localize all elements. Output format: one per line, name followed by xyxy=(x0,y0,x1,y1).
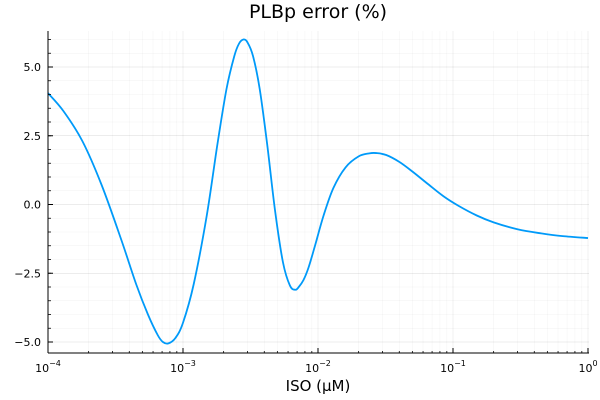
y-tick-label: 5.0 xyxy=(24,61,42,74)
data-series xyxy=(47,38,589,345)
y-tick-label: −2.5 xyxy=(14,267,41,280)
x-tick-label: 100 xyxy=(578,359,597,375)
y-tick-label: −5.0 xyxy=(14,336,41,349)
series-line xyxy=(47,38,589,345)
x-tick-label: 10−4 xyxy=(35,359,61,375)
major-gridlines xyxy=(47,31,589,353)
x-axis-label: ISO (μM) xyxy=(286,377,351,395)
x-tick-label: 10−1 xyxy=(440,359,466,375)
x-axis-ticks: 10−4 10−3 10−2 10−1 100 xyxy=(35,348,598,375)
x-tick-label: 10−3 xyxy=(170,359,196,375)
chart-title: PLBp error (%) xyxy=(249,1,387,23)
y-tick-label: 0.0 xyxy=(24,199,42,212)
x-tick-label: 10−2 xyxy=(305,359,331,375)
y-tick-label: 2.5 xyxy=(24,130,42,143)
minor-gridlines xyxy=(48,31,589,353)
y-axis-ticks: 5.0 2.5 0.0 −2.5 −5.0 xyxy=(14,39,53,349)
